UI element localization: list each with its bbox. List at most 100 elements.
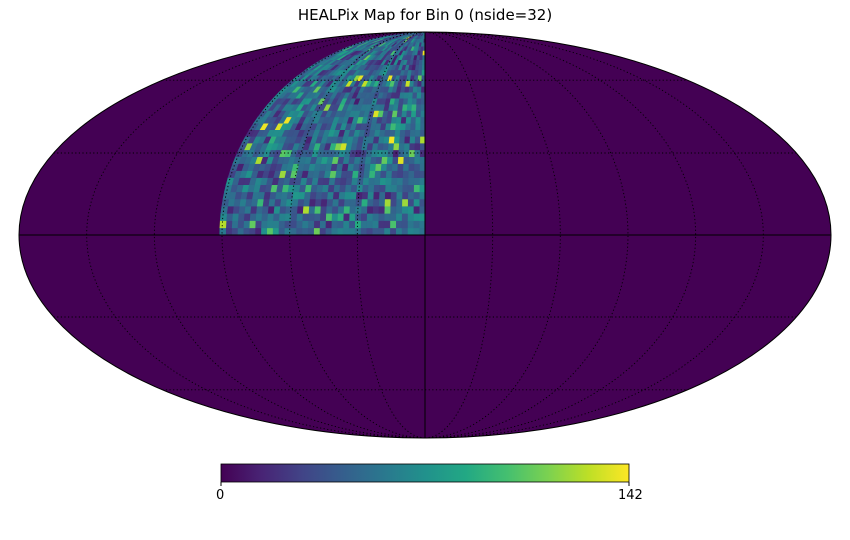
healpix-pixel — [384, 191, 391, 200]
healpix-pixel — [319, 220, 326, 229]
graticule-meridian — [289, 32, 426, 438]
healpix-pixel — [336, 220, 344, 229]
graticule-meridian — [424, 32, 697, 438]
healpix-pixel — [389, 213, 397, 221]
healpix-pixel — [418, 191, 426, 200]
healpix-pixel — [219, 220, 227, 229]
healpix-pixel — [413, 156, 420, 164]
healpix-pixel — [408, 142, 415, 151]
healpix-pixel — [357, 170, 365, 178]
healpix-pixel — [418, 220, 426, 229]
healpix-pixel — [307, 220, 315, 229]
healpix-pixel — [399, 122, 406, 131]
healpix-pixel — [409, 116, 416, 124]
healpix-pixel — [407, 177, 415, 185]
healpix-pixel — [419, 129, 426, 137]
healpix-pixel — [401, 220, 408, 229]
healpix-pixel — [231, 213, 239, 221]
healpix-pixel — [413, 198, 420, 207]
healpix-pixel — [377, 220, 385, 229]
healpix-pixel — [420, 86, 426, 93]
healpix-pixel — [289, 227, 297, 236]
healpix-pixel — [404, 122, 411, 131]
healpix-pixel — [290, 213, 298, 221]
healpix-pixel — [390, 177, 398, 185]
healpix-pixel — [414, 136, 421, 144]
healpix-pixel — [401, 227, 408, 236]
healpix-pixel — [383, 220, 391, 229]
healpix-pixel — [349, 191, 357, 200]
healpix-pixel — [374, 170, 381, 178]
healpix-pixel — [396, 170, 404, 178]
healpix-pixel — [401, 184, 409, 193]
healpix-pixel — [308, 198, 316, 207]
healpix-pixel — [261, 205, 269, 214]
healpix-pixel — [396, 177, 403, 185]
healpix-pixel — [225, 213, 233, 221]
healpix-pixel — [415, 103, 421, 111]
healpix-pixel — [330, 227, 338, 236]
healpix-pixel — [419, 142, 426, 151]
healpix-pixel — [385, 170, 392, 178]
healpix-pixel — [403, 142, 410, 151]
healpix-pixel — [272, 220, 280, 229]
healpix-pixel — [395, 205, 403, 214]
healpix-pixel — [248, 220, 256, 229]
healpix-pixel — [419, 170, 426, 178]
healpix-pixel — [375, 156, 383, 164]
healpix-pixel — [410, 110, 417, 118]
graticule-meridian — [356, 32, 426, 438]
healpix-pixel — [407, 213, 414, 221]
healpix-pixel — [374, 163, 382, 171]
healpix-pixel — [344, 184, 352, 193]
healpix-pixel — [362, 177, 370, 185]
healpix-pixel — [377, 213, 385, 221]
healpix-pixel — [289, 220, 297, 229]
healpix-pixel — [407, 205, 414, 214]
healpix-pixel — [380, 156, 388, 164]
healpix-pixel — [266, 227, 273, 236]
healpix-pixel — [272, 227, 279, 236]
healpix-pixel — [273, 205, 281, 214]
healpix-pixel — [237, 227, 244, 236]
healpix-pixel — [419, 163, 426, 171]
graticule-meridian — [424, 32, 764, 438]
healpix-pixel — [419, 116, 426, 124]
healpix-pixel — [403, 149, 410, 157]
healpix-pixel — [378, 198, 385, 207]
healpix-pixel — [389, 205, 397, 214]
healpix-pixel — [378, 205, 385, 214]
healpix-pixel — [410, 103, 417, 111]
healpix-pixel — [389, 220, 397, 229]
healpix-pixel — [371, 227, 379, 236]
healpix-pixel — [419, 149, 426, 157]
healpix-pixel — [373, 184, 380, 193]
healpix-pixel — [413, 205, 420, 214]
healpix-pixel — [222, 191, 231, 200]
healpix-pixel — [402, 163, 409, 171]
healpix-pixel — [278, 213, 286, 221]
healpix-pixel — [231, 220, 239, 229]
healpix-pixel — [266, 220, 274, 229]
healpix-pixel — [325, 205, 333, 214]
healpix-pixel — [418, 213, 426, 221]
healpix-pixel — [414, 142, 421, 151]
healpix-pixel — [337, 198, 345, 207]
healpix-pixel — [412, 220, 420, 229]
healpix-pixel — [237, 213, 245, 221]
healpix-pixel — [361, 191, 369, 200]
healpix-pixel — [395, 191, 403, 200]
healpix-pixel — [313, 213, 321, 221]
healpix-pixel — [225, 220, 233, 229]
healpix-pixel — [255, 213, 263, 221]
healpix-pixel — [343, 198, 351, 207]
healpix-pixel — [266, 213, 274, 221]
healpix-pixel — [416, 91, 422, 99]
healpix-pixel — [413, 191, 420, 200]
healpix-pixel — [401, 177, 409, 185]
healpix-pixel — [407, 227, 414, 236]
healpix-pixel — [331, 198, 339, 207]
healpix-pixel — [413, 184, 420, 193]
healpix-pixel — [361, 184, 369, 193]
